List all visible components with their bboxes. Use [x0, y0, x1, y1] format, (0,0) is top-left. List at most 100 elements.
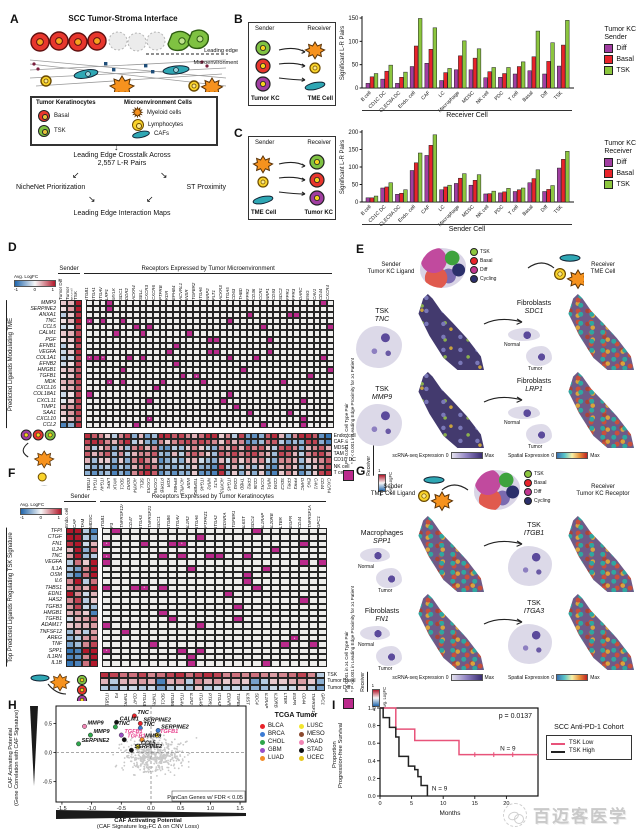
receiver-cell	[171, 433, 178, 440]
lr-cell	[260, 415, 267, 422]
caf-scatter-plot: -1.5 -1.0 -0.5 0.0 0.5 1.0 1.5-0.50.00.5TNCSER…	[30, 705, 247, 819]
lr-cell	[253, 409, 261, 416]
panel-c-legend-swatch-basal	[604, 169, 614, 178]
lr-cell	[139, 653, 149, 661]
lr-cell	[99, 403, 107, 410]
heatmap-row	[64, 546, 328, 554]
receiver-cell	[231, 671, 241, 679]
legend-lymphocytes: Lymphocytes	[148, 121, 184, 128]
lr-cell	[177, 578, 187, 585]
tcga-legend-item: LUAD	[260, 755, 293, 762]
panel-g-receiver-tissue	[568, 516, 634, 592]
lr-cell	[280, 540, 290, 547]
lr-cell	[167, 584, 178, 591]
svg-text:MDSC: MDSC	[461, 204, 476, 219]
lr-cell	[260, 348, 267, 355]
lr-cell	[273, 348, 281, 355]
receiver-cell	[184, 433, 192, 440]
lr-cell	[214, 641, 225, 648]
svg-text:10: 10	[440, 801, 446, 807]
lr-cell	[271, 622, 281, 629]
lr-cell	[199, 415, 207, 422]
lr-cell	[177, 609, 187, 617]
receiver-cell	[104, 463, 111, 470]
heatmap-row	[64, 616, 328, 623]
diff-dot	[524, 488, 532, 496]
lr-cell	[271, 528, 281, 535]
ligand-label: IL1A	[51, 565, 62, 572]
sender-cell	[74, 385, 83, 392]
lr-cell	[158, 660, 168, 667]
lr-cell	[186, 324, 194, 331]
sig-legend-swatch	[343, 470, 354, 481]
receiver-row: TSK	[100, 671, 356, 679]
ligand-label: COL1A1	[36, 354, 56, 361]
i-ylabel: Proportion Progression-free Survival	[332, 722, 344, 788]
lr-cell	[246, 336, 254, 343]
lr-cell	[308, 660, 318, 667]
lr-cell	[179, 336, 187, 343]
lr-cell	[206, 312, 214, 319]
heatmap-row: *	[64, 553, 328, 560]
lr-cell	[206, 324, 214, 331]
lr-cell	[252, 628, 262, 636]
lr-cell	[246, 318, 254, 325]
heatmap-row	[64, 559, 328, 566]
bar	[454, 183, 459, 203]
lr-cell	[186, 559, 196, 566]
lr-cell	[306, 318, 314, 325]
receiver-cell	[137, 671, 147, 679]
gene-point-label: TGFB1	[127, 734, 145, 740]
lr-cell	[99, 348, 107, 355]
svg-text:0.0: 0.0	[368, 794, 376, 800]
receiver-cell	[151, 445, 158, 452]
receiver-cell	[217, 463, 225, 470]
svg-text:N = 9: N = 9	[500, 746, 516, 753]
ligand-label: THBS1	[45, 584, 62, 591]
lr-cell	[233, 354, 240, 361]
lr-cell	[146, 342, 154, 349]
lr-cell	[159, 379, 167, 386]
lr-cell	[308, 628, 318, 636]
flow-final: Leading Edge Interaction Maps	[73, 210, 171, 217]
panel-d-bottom-col-labels: ITGB1 ITGA1 ITGAV LRP1 MYLK SDC1 DDR2 ACKR4 SELL…	[85, 477, 332, 496]
lr-cell	[280, 397, 287, 404]
lr-cell	[326, 403, 334, 410]
receiver-cell	[197, 445, 205, 452]
svg-text:0.5: 0.5	[45, 721, 53, 727]
lr-cell	[130, 553, 140, 560]
lr-cell	[280, 306, 287, 313]
flow-st-proximity: ST Proximity	[186, 184, 226, 191]
ligand-label: IL1B	[51, 660, 62, 667]
receiver-cell	[177, 469, 185, 476]
lr-cell	[289, 584, 300, 591]
lr-cell	[280, 360, 287, 368]
lr-cell	[289, 603, 300, 610]
lr-cell	[326, 367, 334, 374]
lr-cell	[273, 300, 281, 307]
receiver-cell	[124, 469, 131, 476]
lr-cell	[219, 421, 227, 428]
lr-cell	[326, 421, 334, 428]
lr-cell	[159, 385, 167, 392]
receiver-cell	[131, 463, 138, 470]
lr-cell	[119, 367, 127, 374]
lr-cell	[280, 379, 287, 386]
lr-cell	[266, 403, 274, 410]
lr-cell	[106, 300, 113, 307]
lr-cell	[246, 306, 254, 313]
lr-cell	[106, 336, 113, 343]
lr-cell	[286, 306, 294, 313]
heatmap-row	[64, 603, 328, 610]
receiver-cell	[306, 684, 316, 692]
lr-cell	[186, 540, 196, 547]
lr-cell	[126, 360, 133, 368]
receiver-cell	[311, 439, 319, 446]
bar	[432, 27, 437, 89]
lr-cell	[166, 367, 174, 374]
receiver-cell	[315, 684, 326, 692]
panel-e-header-icons	[527, 254, 584, 290]
lr-cell	[233, 342, 240, 349]
lr-cell	[126, 336, 133, 343]
lr-cell	[317, 578, 328, 585]
